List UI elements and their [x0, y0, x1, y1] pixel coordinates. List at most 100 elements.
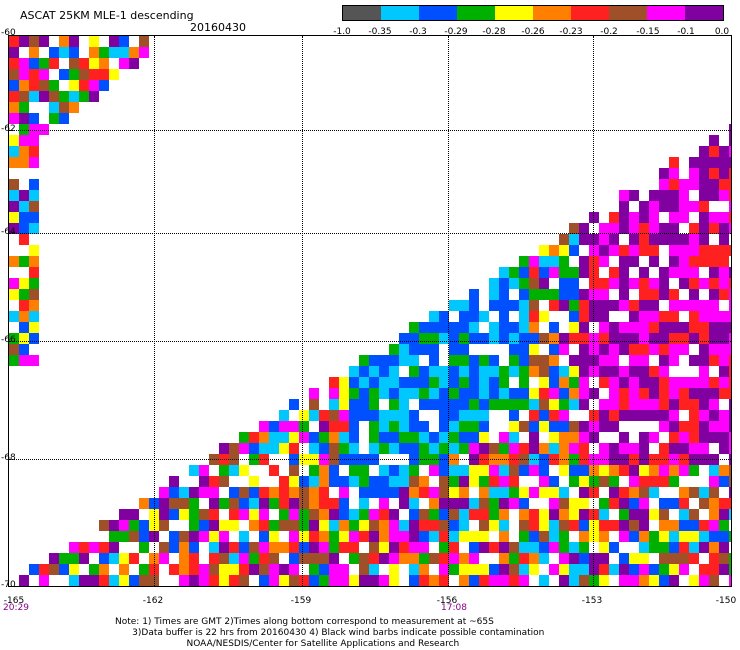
swath-pixel	[559, 553, 569, 564]
swath-pixel	[239, 586, 249, 587]
swath-pixel	[519, 421, 529, 432]
swath-pixel	[729, 377, 731, 388]
swath-pixel	[689, 487, 699, 498]
swath-pixel	[369, 377, 379, 388]
swath-pixel	[19, 135, 29, 146]
swath-pixel	[429, 498, 439, 509]
swath-pixel	[449, 476, 459, 487]
colorbar-tick: -0.29	[444, 27, 468, 37]
swath-pixel	[429, 366, 439, 377]
swath-pixel	[179, 487, 189, 498]
swath-pixel	[29, 267, 39, 278]
swath-pixel	[269, 487, 279, 498]
swath-pixel	[639, 201, 649, 212]
swath-pixel	[9, 80, 19, 91]
swath-pixel	[429, 465, 439, 476]
swath-pixel	[419, 564, 429, 575]
swath-pixel	[579, 355, 589, 366]
swath-pixel	[669, 432, 679, 443]
swath-pixel	[169, 531, 179, 542]
swath-pixel	[569, 311, 579, 322]
swath-pixel	[529, 322, 539, 333]
swath-pixel	[269, 586, 279, 587]
swath-pixel	[439, 311, 449, 322]
lat-label: -62	[1, 124, 16, 134]
swath-pixel	[589, 278, 599, 289]
swath-pixel	[639, 509, 649, 520]
swath-pixel	[99, 575, 109, 586]
swath-pixel	[609, 388, 619, 399]
swath-pixel	[459, 432, 469, 443]
swath-pixel	[289, 421, 299, 432]
swath-pixel	[589, 333, 599, 344]
swath-pixel	[669, 542, 679, 553]
swath-pixel	[329, 553, 339, 564]
swath-pixel	[349, 366, 359, 377]
swath-pixel	[89, 586, 99, 587]
swath-pixel	[399, 531, 409, 542]
swath-pixel	[609, 399, 619, 410]
swath-pixel	[669, 168, 679, 179]
swath-pixel	[469, 388, 479, 399]
swath-pixel	[339, 421, 349, 432]
swath-pixel	[599, 509, 609, 520]
swath-pixel	[339, 476, 349, 487]
swath-pixel	[529, 344, 539, 355]
swath-pixel	[29, 278, 39, 289]
swath-pixel	[249, 487, 259, 498]
swath-pixel	[629, 377, 639, 388]
swath-pixel	[649, 201, 659, 212]
swath-pixel	[129, 509, 139, 520]
swath-pixel	[599, 344, 609, 355]
swath-pixel	[369, 366, 379, 377]
swath-pixel	[19, 234, 29, 245]
swath-pixel	[709, 289, 719, 300]
swath-pixel	[389, 564, 399, 575]
swath-pixel	[619, 223, 629, 234]
swath-pixel	[459, 311, 469, 322]
swath-pixel	[29, 146, 39, 157]
swath-pixel	[649, 190, 659, 201]
swath-pixel	[409, 366, 419, 377]
swath-pixel	[339, 388, 349, 399]
swath-pixel	[639, 322, 649, 333]
swath-pixel	[709, 465, 719, 476]
swath-pixel	[49, 58, 59, 69]
swath-pixel	[329, 465, 339, 476]
swath-pixel	[369, 586, 379, 587]
swath-pixel	[59, 113, 69, 124]
swath-pixel	[119, 58, 129, 69]
swath-pixel	[199, 487, 209, 498]
swath-pixel	[619, 520, 629, 531]
swath-pixel	[679, 564, 689, 575]
swath-pixel	[139, 586, 149, 587]
swath-pixel	[379, 432, 389, 443]
swath-pixel	[689, 245, 699, 256]
swath-pixel	[569, 267, 579, 278]
swath-pixel	[639, 542, 649, 553]
swath-pixel	[269, 531, 279, 542]
swath-pixel	[69, 69, 79, 80]
swath-pixel	[339, 498, 349, 509]
swath-pixel	[439, 399, 449, 410]
swath-pixel	[479, 564, 489, 575]
swath-pixel	[539, 476, 549, 487]
swath-pixel	[269, 553, 279, 564]
swath-pixel	[449, 498, 459, 509]
lon-label: -165	[3, 596, 25, 606]
swath-pixel	[629, 410, 639, 421]
swath-pixel	[429, 443, 439, 454]
swath-pixel	[269, 542, 279, 553]
swath-pixel	[9, 201, 19, 212]
swath-pixel	[269, 443, 279, 454]
swath-pixel	[659, 278, 669, 289]
swath-pixel	[459, 377, 469, 388]
swath-pixel	[489, 399, 499, 410]
swath-pixel	[429, 388, 439, 399]
swath-pixel	[509, 476, 519, 487]
swath-pixel	[409, 498, 419, 509]
swath-pixel	[439, 553, 449, 564]
swath-pixel	[689, 179, 699, 190]
swath-pixel	[649, 487, 659, 498]
swath-pixel	[389, 366, 399, 377]
